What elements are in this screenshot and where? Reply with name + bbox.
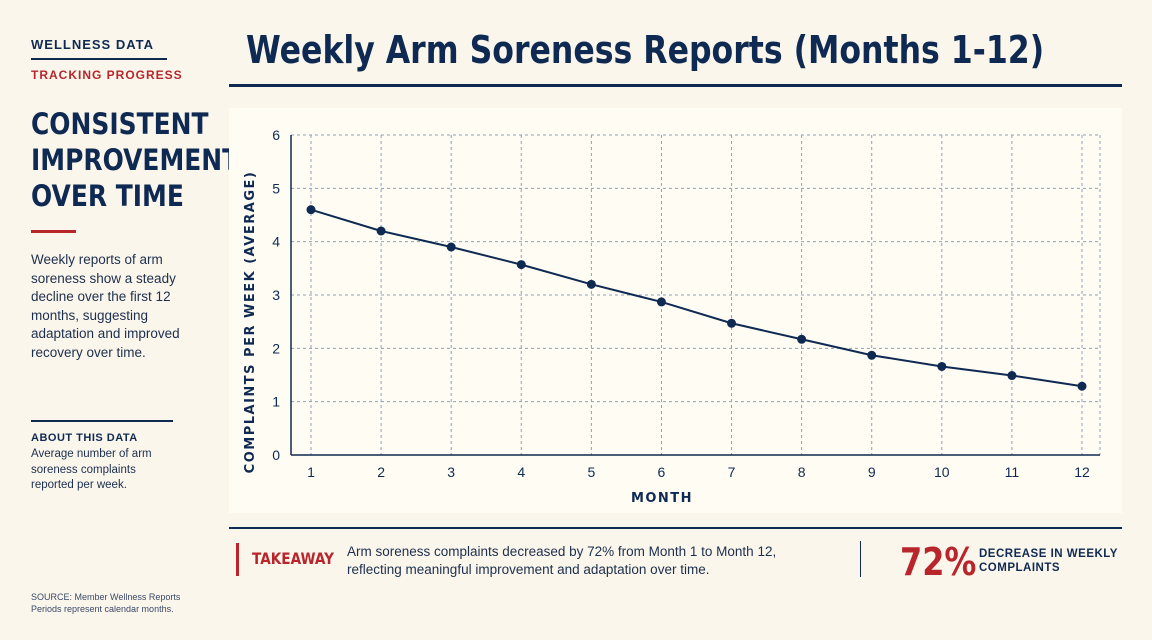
data-point <box>656 297 666 307</box>
divider <box>31 420 173 422</box>
chart-title: Weekly Arm Soreness Reports (Months 1-12… <box>246 28 1045 72</box>
eyebrow-wellness-data: WELLNESS DATA <box>31 37 155 52</box>
description: Weekly reports of arm soreness show a st… <box>31 252 180 360</box>
headline-line: CONSISTENT <box>31 107 209 141</box>
x-tick-label: 11 <box>1005 464 1020 480</box>
about-text: Average number of arm soreness complaint… <box>31 448 152 491</box>
sidebar: WELLNESS DATA TRACKING PROGRESS CONSISTE… <box>31 0 240 640</box>
divider <box>860 541 861 577</box>
stat-value: 72% <box>900 540 977 584</box>
x-axis-label: MONTH <box>631 491 693 506</box>
series-line <box>310 208 1083 388</box>
x-tick-label: 8 <box>798 464 806 480</box>
x-tick-label: 1 <box>307 464 315 480</box>
y-tick-label: 1 <box>272 394 280 410</box>
x-tick-label: 3 <box>447 464 455 480</box>
data-point <box>586 279 596 289</box>
data-point <box>727 318 737 328</box>
data-point <box>1077 381 1087 391</box>
data-point <box>306 205 316 215</box>
takeaway-text: Arm soreness complaints decreased by 72%… <box>347 544 777 577</box>
headline: CONSISTENT IMPROVEMENT OVER TIME <box>31 106 240 214</box>
y-tick-label: 2 <box>272 340 280 356</box>
x-tick-label: 10 <box>934 464 950 480</box>
y-tick-label: 6 <box>272 127 280 143</box>
grid <box>290 134 1101 455</box>
source-note: SOURCE: Member Wellness Reports Periods … <box>31 591 201 615</box>
headline-line: IMPROVEMENT <box>31 143 240 177</box>
data-point <box>937 361 947 371</box>
y-tick-label: 5 <box>272 180 280 196</box>
source-line: SOURCE: Member Wellness Reports <box>31 592 181 602</box>
takeaway-label: TAKEAWAY <box>252 549 334 568</box>
x-tick-label: 7 <box>728 464 736 480</box>
data-point <box>797 334 807 344</box>
x-tick-label: 9 <box>868 464 876 480</box>
about-title: ABOUT THIS DATA <box>31 432 138 444</box>
headline-line: OVER TIME <box>31 179 184 213</box>
data-point <box>516 260 526 270</box>
y-tick-label: 3 <box>272 287 280 303</box>
x-tick-label: 12 <box>1074 464 1090 480</box>
divider <box>31 58 167 60</box>
data-point <box>867 350 877 360</box>
divider <box>229 527 1122 529</box>
data-point <box>446 242 456 252</box>
x-tick-label: 2 <box>377 464 385 480</box>
source-line: Periods represent calendar months. <box>31 604 174 614</box>
chart-panel: 0 1 2 3 4 5 6 1 2 3 4 5 6 7 8 9 10 11 12 MONTH COMPLAINTS … <box>229 108 1122 513</box>
y-tick-label: 4 <box>272 234 280 250</box>
x-tick-label: 4 <box>517 464 525 480</box>
data-point <box>1007 371 1017 381</box>
takeaway-accent <box>236 543 239 576</box>
title-rule <box>229 84 1122 87</box>
eyebrow-tracking-progress: TRACKING PROGRESS <box>31 68 183 82</box>
y-axis-label: COMPLAINTS PER WEEK (AVERAGE) <box>243 171 258 474</box>
data-point <box>376 226 386 236</box>
accent-rule <box>31 230 76 233</box>
stat-label: DECREASE IN WEEKLY COMPLAINTS <box>979 548 1118 574</box>
x-tick-label: 6 <box>658 464 666 480</box>
x-tick-label: 5 <box>587 464 595 480</box>
data-markers <box>306 205 1087 391</box>
y-tick-label: 0 <box>272 447 280 463</box>
